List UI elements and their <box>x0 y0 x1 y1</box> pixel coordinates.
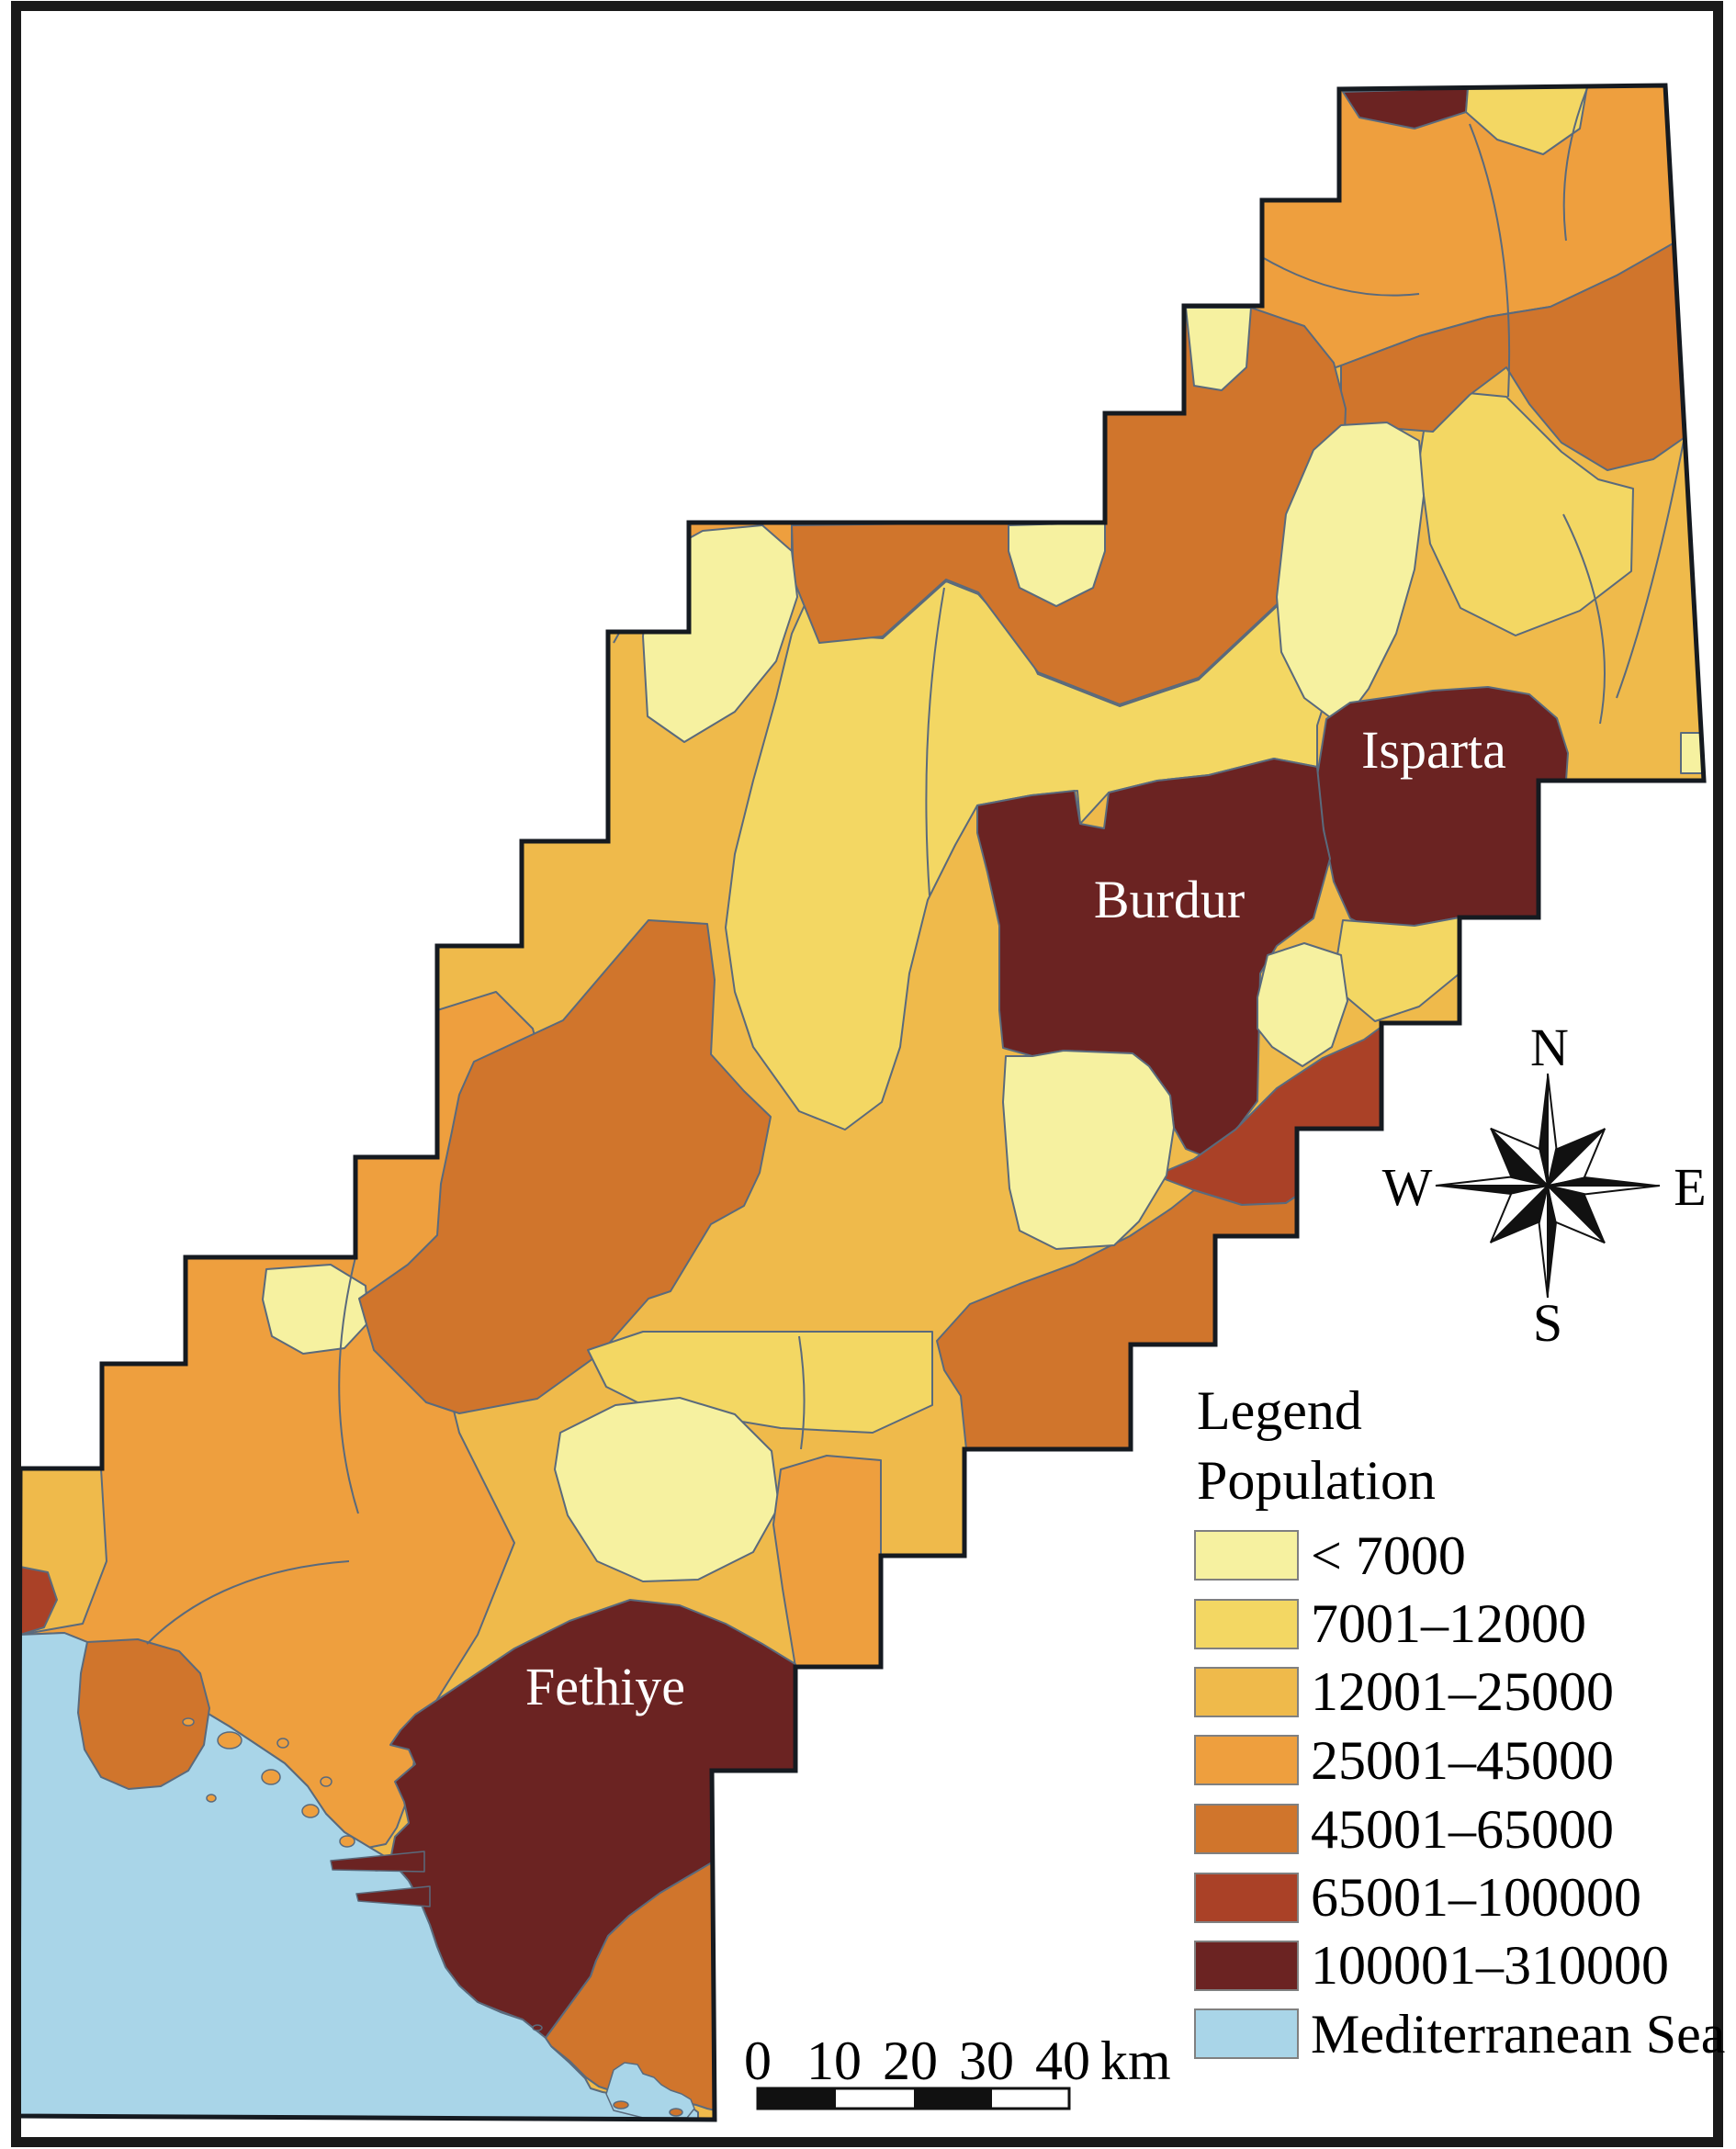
svg-text:W: W <box>1382 1157 1433 1217</box>
svg-text:25001–45000: 25001–45000 <box>1311 1730 1614 1791</box>
svg-text:Mediterranean Sea: Mediterranean Sea <box>1311 2004 1725 2065</box>
svg-text:Burdur: Burdur <box>1094 870 1245 929</box>
svg-text:40: 40 <box>1035 2031 1090 2091</box>
svg-text:E: E <box>1674 1157 1706 1217</box>
svg-text:S: S <box>1533 1293 1562 1353</box>
svg-text:30: 30 <box>959 2031 1014 2091</box>
svg-text:Fethiye: Fethiye <box>525 1657 685 1716</box>
svg-text:7001–12000: 7001–12000 <box>1311 1593 1586 1654</box>
svg-text:Legend: Legend <box>1197 1380 1362 1441</box>
svg-text:100001–310000: 100001–310000 <box>1311 1935 1669 1996</box>
svg-text:45001–65000: 45001–65000 <box>1311 1799 1614 1860</box>
svg-text:20: 20 <box>883 2031 938 2091</box>
svg-text:65001–100000: 65001–100000 <box>1311 1867 1641 1928</box>
svg-text:Isparta: Isparta <box>1361 720 1506 780</box>
svg-text:N: N <box>1530 1018 1569 1077</box>
svg-text:10: 10 <box>806 2031 862 2091</box>
svg-text:km: km <box>1100 2031 1171 2091</box>
svg-text:0: 0 <box>744 2031 772 2091</box>
svg-text:12001–25000: 12001–25000 <box>1311 1661 1614 1722</box>
svg-text:< 7000: < 7000 <box>1311 1525 1466 1586</box>
svg-text:Population: Population <box>1197 1450 1436 1511</box>
